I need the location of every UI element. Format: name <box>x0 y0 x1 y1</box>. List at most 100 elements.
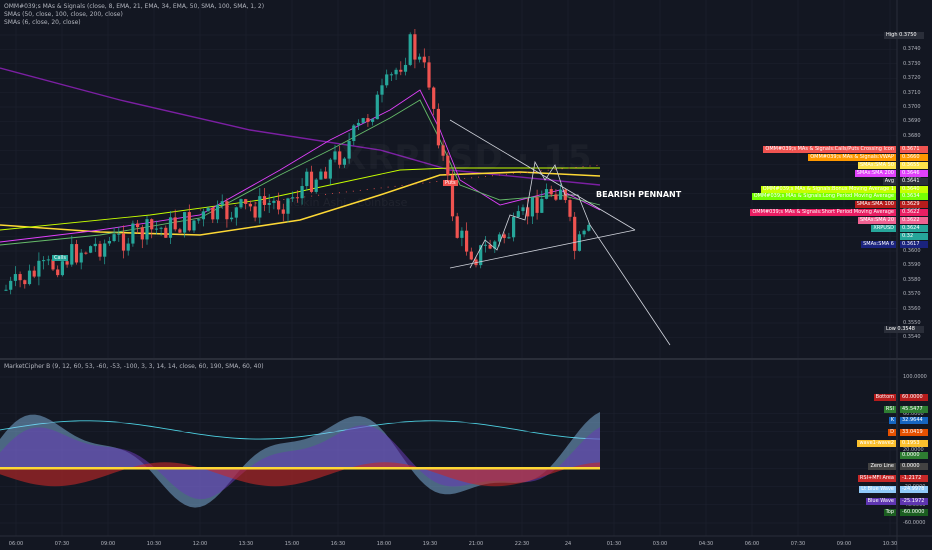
candle-body <box>516 211 520 218</box>
oscillator-legend[interactable]: MarketCipher B (9, 12, 60, 53, -60, -53,… <box>4 363 264 371</box>
legend-line-smas-long[interactable]: SMAs (50, close, 100, close, 200, close) <box>4 11 123 18</box>
price-tick-label: 0.3730 <box>903 60 921 67</box>
oscillator-tick-label: 100.0000 <box>903 374 927 380</box>
candle-body <box>215 204 220 220</box>
indicator-name-tag: SMAs:SMA 200 <box>854 169 896 177</box>
oscillator-tick-label: 20.0000 <box>903 447 924 453</box>
candle-body <box>13 274 17 281</box>
candle-body <box>338 151 342 165</box>
candle-body <box>549 189 553 195</box>
price-tick-label: 0.3720 <box>903 75 921 82</box>
candle-body <box>46 259 50 261</box>
candle-body <box>248 203 252 207</box>
bearish-pennant-drawing[interactable] <box>449 119 671 346</box>
time-tick-label: 03:00 <box>652 541 668 547</box>
candle-body <box>244 199 248 204</box>
candle-body <box>427 62 431 88</box>
candle-body <box>530 197 534 217</box>
candle-body <box>418 56 422 60</box>
candle-body <box>159 227 163 229</box>
candle-body <box>173 217 177 230</box>
candle-body <box>154 228 158 230</box>
candle-body <box>319 171 323 180</box>
indicator-value-tag: 0.32 <box>900 232 928 240</box>
indicator-value-tag: 0.3622 <box>900 217 928 225</box>
high-label: High 0.3750 <box>884 32 924 39</box>
indicator-name-tag: SMAs:SMA 100 <box>854 201 896 209</box>
candle-body <box>103 243 107 257</box>
candle-body <box>239 199 243 208</box>
candle-body <box>262 196 267 205</box>
candle-body <box>56 269 60 276</box>
candle-body <box>51 259 55 270</box>
oscillator-name-tag: K <box>888 417 896 424</box>
indicator-name-tag: SMAs:SMA 20 <box>857 217 896 225</box>
moving-average-lines <box>0 67 601 440</box>
indicator-value-tag: 0.3624 <box>900 225 928 232</box>
pattern-label[interactable]: BEARISH PENNANT <box>596 190 682 199</box>
candle-body <box>408 34 412 65</box>
oscillator-name-tag: Top <box>883 509 896 516</box>
candle-body <box>526 207 530 217</box>
time-tick-label: 10:30 <box>146 541 162 547</box>
candle-body <box>84 252 88 254</box>
candle-body <box>74 244 79 263</box>
time-tick-label: 06:00 <box>8 541 24 547</box>
candle-body <box>573 216 577 251</box>
candle-body <box>432 87 436 109</box>
indicator-name-tag: OMM#039;s MAs & Signals:Long Period Movi… <box>751 193 896 201</box>
candle-body <box>493 241 497 249</box>
oscillator-value-tag: -24.9978 <box>900 486 928 493</box>
candle-body <box>258 196 262 218</box>
indicator-name-tag: OMM#039;s MAs & Signals:Calls/Puts Cross… <box>763 146 896 153</box>
candle-body <box>347 140 351 159</box>
candle-body <box>535 197 539 213</box>
candle-body <box>211 207 215 220</box>
candle-body <box>544 189 549 199</box>
bonus-ma-line <box>0 167 600 231</box>
candle-body <box>136 223 140 228</box>
oscillator-value-tag: -60.0000 <box>900 509 928 516</box>
price-tick-label: 0.3580 <box>903 276 921 283</box>
candle-body <box>371 119 375 122</box>
candle-body <box>4 289 8 291</box>
indicator-value-tag: 0.3640 <box>900 185 928 193</box>
candle-body <box>587 224 591 231</box>
legend-line-smas-short[interactable]: SMAs (6, close, 20, close) <box>4 19 81 26</box>
candle-body <box>314 179 318 192</box>
candle-body <box>234 207 238 218</box>
candle-body <box>277 200 281 210</box>
candle-body <box>366 118 370 122</box>
candle-body <box>389 74 393 76</box>
price-tick-label: 0.3560 <box>903 305 921 312</box>
candle-body <box>436 108 440 146</box>
candle-body <box>413 34 417 60</box>
candle-body <box>220 201 224 205</box>
price-tick-label: 0.3700 <box>903 104 921 110</box>
candle-body <box>112 234 116 242</box>
oscillator-name-tag: Blue Wave <box>865 497 896 505</box>
oscillator-value-tag: 0.1953 <box>900 440 928 447</box>
candle-body <box>178 229 182 233</box>
oscillator-pane[interactable] <box>0 376 897 524</box>
candle-body <box>93 243 97 247</box>
price-tick-label: 0.3600 <box>903 248 921 254</box>
candlestick-series[interactable] <box>4 28 591 295</box>
candle-body <box>253 206 257 218</box>
legend-line-marketcipher[interactable]: MarketCipher B (9, 12, 60, 53, -60, -53,… <box>4 363 264 370</box>
candle-body <box>272 200 276 203</box>
legend-line-mas-signals[interactable]: OMM#039;s MAs & Signals (close, 8, EMA, … <box>4 3 265 10</box>
candle-body <box>450 175 455 217</box>
time-tick-label: 22:30 <box>514 541 530 547</box>
candle-body <box>403 64 408 72</box>
candle-body <box>230 217 234 220</box>
main-legend[interactable]: OMM#039;s MAs & Signals (close, 8, EMA, … <box>4 3 264 27</box>
indicator-name-tag: OMM#039;s MAs & Signals:Short Period Mov… <box>750 209 896 217</box>
candle-body <box>126 243 130 251</box>
price-tick-label: 0.3710 <box>903 89 921 96</box>
candle-body <box>98 243 102 257</box>
candle-body <box>121 233 126 251</box>
indicator-value-tag: 0.3671 <box>900 146 928 153</box>
candle-body <box>168 217 173 238</box>
